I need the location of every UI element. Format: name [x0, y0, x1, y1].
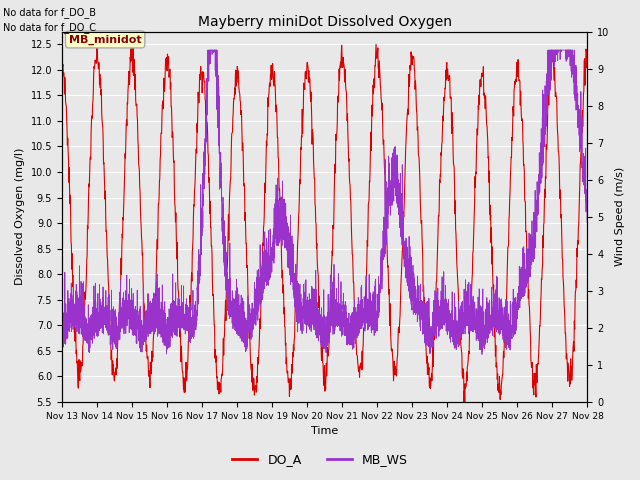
- Title: Mayberry miniDot Dissolved Oxygen: Mayberry miniDot Dissolved Oxygen: [198, 15, 452, 29]
- Text: No data for f_DO_B: No data for f_DO_B: [3, 7, 96, 18]
- Legend: DO_A, MB_WS: DO_A, MB_WS: [227, 448, 413, 471]
- X-axis label: Time: Time: [311, 426, 339, 436]
- Y-axis label: Dissolved Oxygen (mg/l): Dissolved Oxygen (mg/l): [15, 148, 25, 286]
- Text: No data for f_DO_C: No data for f_DO_C: [3, 22, 96, 33]
- Text: MB_minidot: MB_minidot: [69, 35, 141, 45]
- Y-axis label: Wind Speed (m/s): Wind Speed (m/s): [615, 167, 625, 266]
